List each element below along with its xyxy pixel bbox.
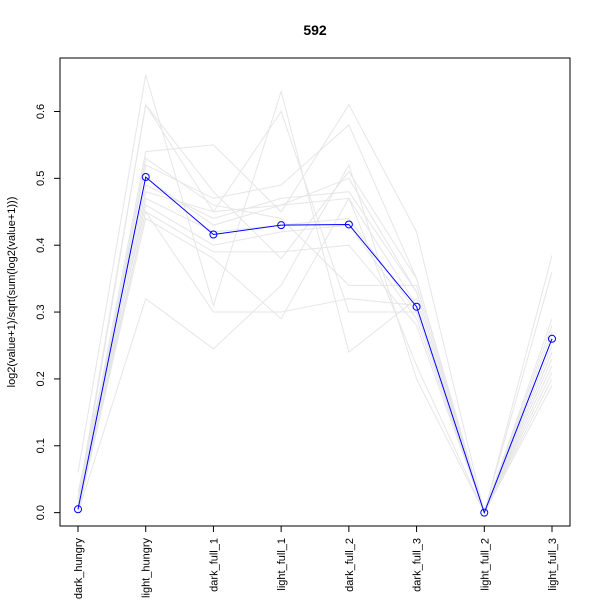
- background-series-line: [77, 191, 553, 515]
- x-tick-label: light_hungry: [141, 538, 153, 598]
- y-tick-label: 0.5: [35, 171, 47, 186]
- background-series-line: [77, 210, 553, 514]
- background-series-line: [77, 103, 553, 515]
- highlight-point: [74, 505, 82, 514]
- highlight-point: [412, 302, 421, 311]
- background-series-line: [77, 197, 553, 514]
- highlight-point: [548, 334, 556, 343]
- y-tick-label: 0.3: [35, 304, 47, 319]
- x-tick-label: light_full_3: [547, 538, 559, 591]
- x-tick-label: dark_hungry: [73, 538, 85, 600]
- y-tick-label: 0.4: [35, 238, 47, 253]
- chart-title: 592: [303, 22, 327, 38]
- highlight-point: [480, 508, 489, 517]
- background-series-line: [77, 184, 553, 515]
- background-series-line: [77, 103, 553, 515]
- background-series-line: [77, 157, 553, 515]
- highlight-point: [141, 173, 150, 182]
- background-series-line: [77, 74, 553, 515]
- highlight-point: [344, 220, 353, 229]
- background-series-line: [77, 210, 553, 514]
- y-tick-label: 0.0: [35, 505, 47, 520]
- highlight-point: [209, 230, 218, 239]
- background-series-group: [77, 74, 553, 515]
- y-tick-label: 0.6: [35, 104, 47, 119]
- highlight-series-line: [77, 176, 553, 515]
- background-series-line: [77, 124, 553, 515]
- y-tick-label: 0.1: [35, 438, 47, 453]
- highlight-series-group: [74, 173, 556, 517]
- x-axis: dark_hungry light_hungry dark_full_1 light_…: [73, 526, 559, 599]
- x-tick-label: light_full_1: [276, 538, 288, 591]
- y-tick-label: 0.2: [35, 371, 47, 386]
- plot-frame: [59, 57, 571, 527]
- x-tick-label: dark_full_1: [208, 538, 220, 592]
- y-axis-label: log2(value+1)/sqrt(sum(log2(value+1))): [6, 197, 18, 388]
- x-tick-label: dark_full_2: [344, 538, 356, 592]
- highlight-point: [277, 221, 286, 230]
- x-tick-label: dark_full_3: [412, 538, 424, 592]
- y-axis: 0.0 0.1 0.2 0.3 0.4 0.5 0.6: [35, 104, 60, 520]
- x-tick-label: light_full_2: [479, 538, 491, 591]
- background-series-line: [77, 197, 553, 515]
- background-series-line: [77, 103, 553, 515]
